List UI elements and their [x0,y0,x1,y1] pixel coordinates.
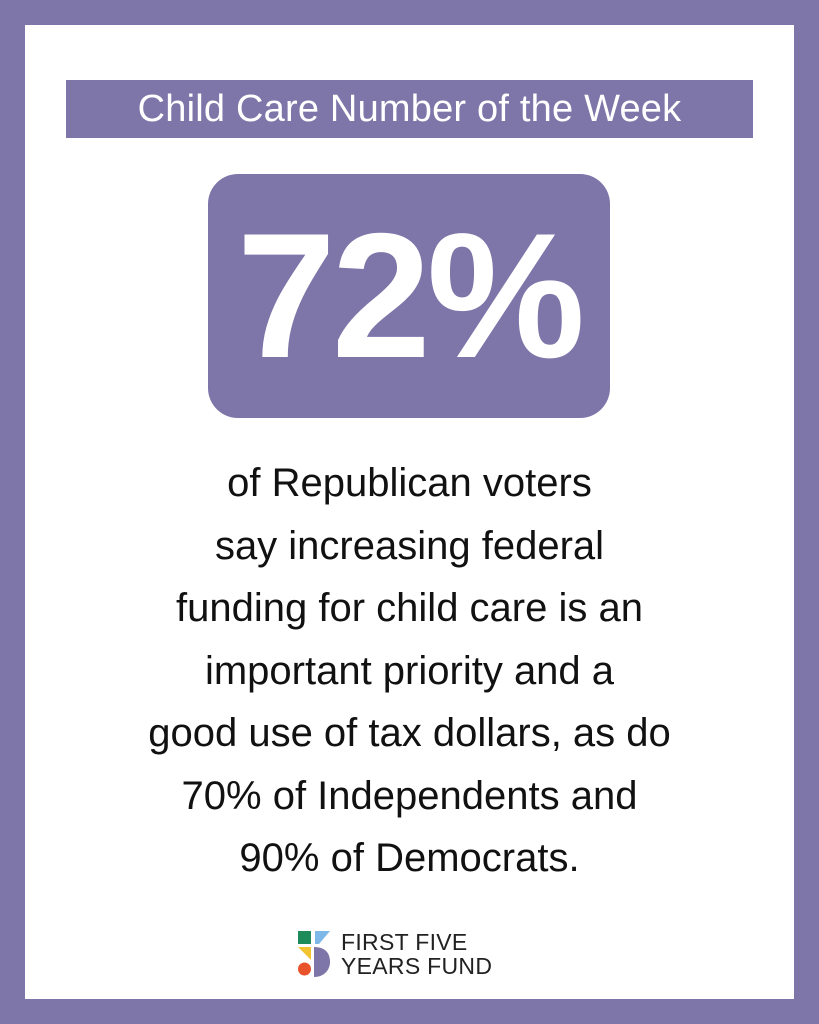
description-line: 90% of Democrats. [239,836,580,880]
description-line: important priority and a [204,648,615,693]
stat-highlight-box: 72% [208,174,610,418]
stat-value: 72% [236,196,585,395]
description-line: funding for child care is an [176,586,643,630]
logo-wordmark: FIRST FIVE YEARS FUND [341,930,492,978]
page-title: Child Care Number of the Week [66,80,753,138]
description-line: say increasing federal [214,523,605,568]
description-line: of Republican voters [227,461,592,505]
logo-text-line2: YEARS FUND [341,953,493,979]
description-line: good use of tax dollars, as do [148,711,671,755]
logo-mark-icon [298,931,330,977]
logo-text-line1: FIRST FIVE [341,929,468,955]
description-line: 70% of Independents and [181,773,638,818]
first-five-years-fund-logo: FIRST FIVE YEARS FUND [297,928,527,980]
stat-description: of Republican voters say increasing fede… [60,452,759,890]
